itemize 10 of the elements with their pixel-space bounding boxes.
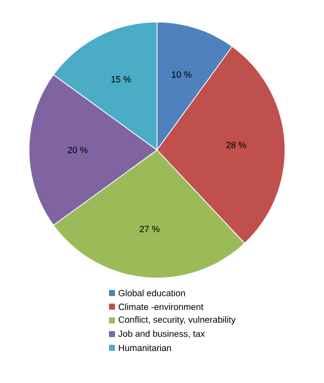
data-label: 20 %: [68, 146, 88, 154]
legend-label: Job and business, tax: [118, 330, 205, 338]
data-label: 15 %: [111, 76, 131, 82]
data-label: 27 %: [140, 226, 160, 232]
data-label: 10 %: [172, 71, 192, 78]
data-label: 28 %: [226, 142, 246, 148]
legend-label: Climate -environment: [118, 303, 204, 310]
legend-label: Conflict, security, vulnerability: [118, 316, 236, 325]
legend-label: Global education: [118, 290, 185, 296]
legend-label: Humanitarian: [118, 344, 171, 352]
